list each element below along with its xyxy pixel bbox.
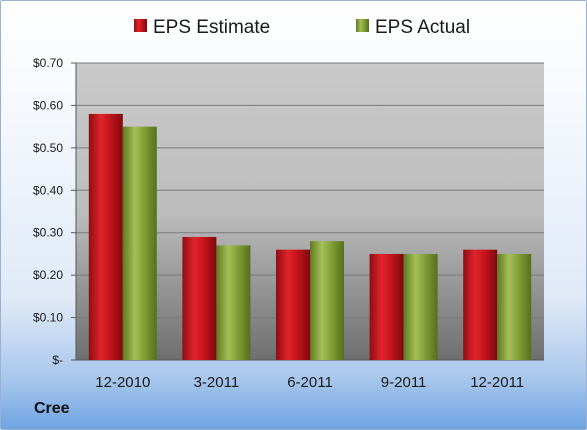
y-tick-label: $0.30 — [33, 226, 63, 240]
legend-swatch-actual — [356, 19, 369, 32]
y-tick-label: $0.70 — [33, 56, 63, 70]
x-tick-label: 12-2010 — [95, 374, 150, 391]
bar-eps-actual-9-2011 — [403, 253, 438, 360]
legend-swatch-estimate — [134, 19, 147, 32]
y-tick-label: $0.10 — [33, 311, 63, 325]
bar-eps-estimate-12-2011 — [463, 249, 498, 360]
x-tick-label: 9-2011 — [381, 374, 427, 391]
bar-eps-actual-6-2011 — [310, 241, 344, 360]
x-tick-label: 12-2011 — [470, 374, 524, 391]
bar-eps-actual-12-2010 — [122, 126, 157, 361]
legend: EPS Estimate EPS Actual — [134, 17, 470, 38]
y-tick-label: $0.50 — [33, 141, 63, 155]
y-tick-label: $0.20 — [33, 268, 63, 282]
y-tick-label: $0.60 — [33, 98, 63, 112]
y-tick-label: $0.40 — [33, 183, 63, 197]
legend-label-estimate: EPS Estimate — [153, 17, 270, 38]
bar-eps-estimate-9-2011 — [369, 253, 404, 360]
y-axis: $- $0.10 $0.20 $0.30 $0.40 $0.50 $0.60 $0.70 — [33, 56, 77, 367]
legend-label-actual: EPS Actual — [375, 17, 470, 38]
bar-eps-estimate-6-2011 — [276, 249, 310, 360]
bars — [88, 113, 532, 361]
bar-eps-estimate-3-2011 — [182, 236, 217, 360]
company-name: Cree — [34, 400, 70, 417]
x-tick-label: 6-2011 — [287, 374, 333, 391]
x-tick-label: 3-2011 — [194, 374, 240, 391]
y-tick-label: $- — [52, 353, 63, 367]
bar-eps-actual-12-2011 — [497, 253, 532, 360]
bar-eps-actual-3-2011 — [216, 245, 251, 360]
x-axis: 12-2010 3-2011 6-2011 9-2011 12-2011 — [95, 374, 524, 391]
bar-eps-estimate-12-2010 — [88, 113, 123, 361]
